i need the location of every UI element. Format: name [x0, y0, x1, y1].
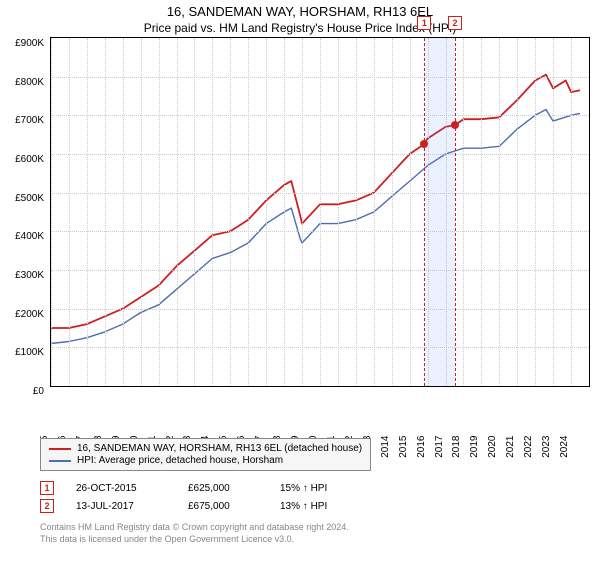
- y-tick-label: £0: [0, 387, 44, 397]
- y-tick-label: £200K: [0, 310, 44, 320]
- gridline-v: [571, 38, 572, 386]
- legend-label: HPI: Average price, detached house, Hors…: [77, 455, 283, 466]
- gridline-v: [123, 38, 124, 386]
- x-tick-label: 2017: [434, 436, 445, 458]
- legend-label: 16, SANDEMAN WAY, HORSHAM, RH13 6EL (det…: [77, 443, 362, 454]
- sale-vline: [455, 38, 456, 386]
- gridline-v: [338, 38, 339, 386]
- sale-marker-2: 2: [448, 16, 462, 30]
- gridline-v: [248, 38, 249, 386]
- sale-row-marker: 1: [40, 481, 54, 495]
- sale-dot-1: [420, 140, 428, 148]
- y-axis: £0 £100K £200K £300K £400K £500K £600K £700K £80…: [0, 44, 48, 394]
- series-price_paid: [51, 75, 580, 328]
- y-tick-label: £400K: [0, 232, 44, 242]
- y-tick-label: £500K: [0, 194, 44, 204]
- gridline-v: [141, 38, 142, 386]
- sale-row-marker: 2: [40, 499, 54, 513]
- gridline-v: [177, 38, 178, 386]
- gridline-v: [410, 38, 411, 386]
- gridline-v: [356, 38, 357, 386]
- y-tick-label: £300K: [0, 271, 44, 281]
- gridline-v: [266, 38, 267, 386]
- x-tick-label: 2022: [523, 436, 534, 458]
- gridline-v: [284, 38, 285, 386]
- x-axis: 1995199619971998199920002001200220032004…: [50, 394, 590, 444]
- gridline-v: [392, 38, 393, 386]
- y-tick-label: £100K: [0, 348, 44, 358]
- sale-diff: 15% ↑ HPI: [280, 483, 350, 494]
- sale-date: 26-OCT-2015: [76, 483, 166, 494]
- footer-line2: This data is licensed under the Open Gov…: [40, 534, 349, 546]
- x-tick-label: 2019: [469, 436, 480, 458]
- legend-row: HPI: Average price, detached house, Hors…: [49, 455, 362, 466]
- x-tick-label: 2021: [505, 436, 516, 458]
- gridline-v: [302, 38, 303, 386]
- sale-vline: [424, 38, 425, 386]
- legend-swatch: [49, 460, 71, 462]
- gridline-v: [51, 38, 52, 386]
- gridline-v: [535, 38, 536, 386]
- y-tick-label: £600K: [0, 155, 44, 165]
- legend-swatch: [49, 448, 71, 450]
- gridline-v: [463, 38, 464, 386]
- gridline-v: [212, 38, 213, 386]
- gridline-v: [69, 38, 70, 386]
- sale-diff: 13% ↑ HPI: [280, 501, 350, 512]
- y-tick-label: £700K: [0, 116, 44, 126]
- sale-price: £675,000: [188, 501, 258, 512]
- y-tick-label: £800K: [0, 78, 44, 88]
- sale-date: 13-JUL-2017: [76, 501, 166, 512]
- x-tick-label: 2020: [487, 436, 498, 458]
- plot-area: 12: [50, 37, 590, 387]
- gridline-v: [194, 38, 195, 386]
- x-tick-label: 2015: [398, 436, 409, 458]
- gridline-v: [159, 38, 160, 386]
- gridline-v: [320, 38, 321, 386]
- sale-price: £625,000: [188, 483, 258, 494]
- footer-line1: Contains HM Land Registry data © Crown c…: [40, 522, 349, 534]
- sale-period-band: [424, 38, 455, 386]
- gridline-v: [374, 38, 375, 386]
- gridline-v: [481, 38, 482, 386]
- sales-table: 1 26-OCT-2015 £625,000 15% ↑ HPI 2 13-JUL-201…: [40, 478, 350, 516]
- x-tick-label: 2018: [451, 436, 462, 458]
- sale-marker-1: 1: [417, 16, 431, 30]
- x-tick-label: 2014: [380, 436, 391, 458]
- gridline-v: [230, 38, 231, 386]
- x-tick-label: 2023: [541, 436, 552, 458]
- gridline-v: [517, 38, 518, 386]
- x-tick-label: 2024: [559, 436, 570, 458]
- sale-row: 1 26-OCT-2015 £625,000 15% ↑ HPI: [40, 480, 350, 496]
- chart-container: 16, SANDEMAN WAY, HORSHAM, RH13 6EL Pric…: [0, 4, 600, 564]
- sale-dot-2: [451, 121, 459, 129]
- x-tick-label: 2016: [416, 436, 427, 458]
- y-tick-label: £900K: [0, 39, 44, 49]
- legend-row: 16, SANDEMAN WAY, HORSHAM, RH13 6EL (det…: [49, 443, 362, 454]
- gridline-v: [499, 38, 500, 386]
- gridline-v: [87, 38, 88, 386]
- legend: 16, SANDEMAN WAY, HORSHAM, RH13 6EL (det…: [40, 438, 371, 471]
- gridline-v: [553, 38, 554, 386]
- footer-attribution: Contains HM Land Registry data © Crown c…: [40, 522, 349, 545]
- sale-row: 2 13-JUL-2017 £675,000 13% ↑ HPI: [40, 498, 350, 514]
- chart-subtitle: Price paid vs. HM Land Registry's House …: [0, 21, 600, 35]
- gridline-v: [105, 38, 106, 386]
- chart-title: 16, SANDEMAN WAY, HORSHAM, RH13 6EL: [0, 4, 600, 19]
